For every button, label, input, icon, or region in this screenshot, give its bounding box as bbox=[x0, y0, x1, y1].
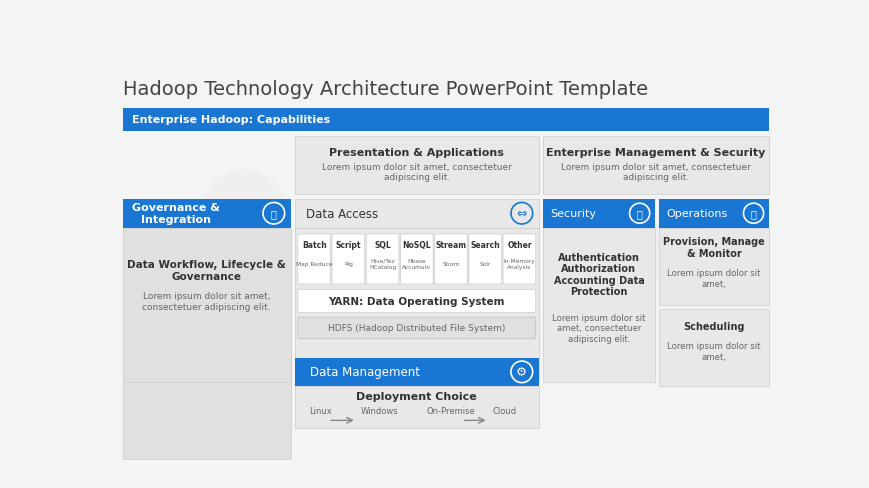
Circle shape bbox=[202, 170, 287, 255]
Text: 🏛: 🏛 bbox=[270, 209, 276, 219]
Text: Lorem ipsum dolor sit
amet,: Lorem ipsum dolor sit amet, bbox=[667, 269, 760, 288]
Text: Other: Other bbox=[507, 241, 531, 250]
Text: Lorem ipsum dolor sit
amet,: Lorem ipsum dolor sit amet, bbox=[667, 342, 760, 361]
FancyBboxPatch shape bbox=[366, 235, 399, 285]
Text: Lorem ipsum dolor sit amet,
consectetuer adipiscing elit.: Lorem ipsum dolor sit amet, consectetuer… bbox=[143, 292, 271, 311]
FancyBboxPatch shape bbox=[434, 235, 467, 285]
Text: YARN: Data Operating System: YARN: Data Operating System bbox=[328, 296, 505, 306]
FancyBboxPatch shape bbox=[297, 235, 330, 285]
Text: Enterprise Hadoop: Capabilities: Enterprise Hadoop: Capabilities bbox=[132, 115, 330, 125]
Text: ⇔: ⇔ bbox=[516, 207, 527, 220]
FancyBboxPatch shape bbox=[332, 235, 364, 285]
Text: Cloud: Cloud bbox=[492, 406, 516, 415]
Text: Linux: Linux bbox=[308, 406, 331, 415]
Text: Presentation & Applications: Presentation & Applications bbox=[329, 147, 504, 157]
Bar bbox=[123, 228, 290, 459]
Bar bbox=[295, 386, 538, 428]
Bar bbox=[658, 228, 768, 305]
Text: Data Access: Data Access bbox=[306, 207, 378, 220]
Bar bbox=[542, 137, 768, 195]
Text: Search: Search bbox=[470, 241, 500, 250]
FancyBboxPatch shape bbox=[297, 290, 535, 313]
Text: Stream: Stream bbox=[435, 241, 466, 250]
Bar bbox=[542, 228, 654, 382]
FancyBboxPatch shape bbox=[468, 235, 501, 285]
Text: Storm: Storm bbox=[441, 261, 460, 266]
Text: Data Workflow, Lifecycle &
Governance: Data Workflow, Lifecycle & Governance bbox=[127, 260, 286, 282]
Bar bbox=[295, 358, 538, 386]
Text: Hbase
Accumulo: Hbase Accumulo bbox=[401, 258, 431, 269]
Text: In-Memory
Analysis: In-Memory Analysis bbox=[503, 258, 534, 269]
Text: 🛡: 🛡 bbox=[636, 209, 642, 219]
Text: Windows: Windows bbox=[361, 406, 398, 415]
Text: Pig: Pig bbox=[343, 261, 353, 266]
Bar bbox=[295, 137, 538, 195]
Text: HDFS (Hadoop Distributed File System): HDFS (Hadoop Distributed File System) bbox=[328, 324, 505, 333]
Bar bbox=[295, 199, 538, 228]
Text: Solr: Solr bbox=[479, 261, 490, 266]
Text: Scheduling: Scheduling bbox=[682, 321, 744, 331]
Text: Security: Security bbox=[550, 209, 596, 219]
Text: Provision, Manage
& Monitor: Provision, Manage & Monitor bbox=[662, 237, 764, 258]
FancyBboxPatch shape bbox=[502, 235, 535, 285]
Text: Enterprise Management & Security: Enterprise Management & Security bbox=[546, 147, 765, 157]
Text: Map Reduce: Map Reduce bbox=[295, 261, 332, 266]
FancyBboxPatch shape bbox=[400, 235, 433, 285]
Text: Script: Script bbox=[335, 241, 361, 250]
Circle shape bbox=[639, 216, 708, 285]
Text: Deployment Choice: Deployment Choice bbox=[356, 392, 476, 402]
Text: NoSQL: NoSQL bbox=[402, 241, 431, 250]
Text: Data Management: Data Management bbox=[310, 366, 420, 379]
Bar bbox=[295, 228, 538, 382]
Bar bbox=[123, 108, 768, 132]
Bar bbox=[658, 309, 768, 386]
Text: Lorem ipsum dolor sit amet, consectetuer
adipiscing elit.: Lorem ipsum dolor sit amet, consectetuer… bbox=[561, 163, 750, 182]
Text: ⚙: ⚙ bbox=[515, 366, 527, 379]
Bar bbox=[123, 199, 290, 228]
Text: Lorem ipsum dolor sit
amet, consectetuer
adipiscing elit.: Lorem ipsum dolor sit amet, consectetuer… bbox=[552, 313, 645, 343]
Text: Batch: Batch bbox=[302, 241, 326, 250]
Text: Hadoop Technology Architecture PowerPoint Template: Hadoop Technology Architecture PowerPoin… bbox=[123, 80, 647, 99]
Text: SQL: SQL bbox=[374, 241, 390, 250]
Text: Hive/Tez
HCatalog: Hive/Tez HCatalog bbox=[368, 258, 395, 269]
Text: Governance &
Integration: Governance & Integration bbox=[132, 203, 220, 224]
Text: Lorem ipsum dolor sit amet, consectetuer
adipiscing elit.: Lorem ipsum dolor sit amet, consectetuer… bbox=[322, 163, 511, 182]
Bar bbox=[123, 228, 290, 382]
Text: On-Premise: On-Premise bbox=[426, 406, 474, 415]
Text: Operations: Operations bbox=[666, 209, 727, 219]
Bar bbox=[658, 199, 768, 228]
Bar bbox=[542, 199, 654, 228]
FancyBboxPatch shape bbox=[297, 318, 535, 339]
Text: 🔧: 🔧 bbox=[750, 209, 756, 219]
Text: Authentication
Authorization
Accounting Data
Protection: Authentication Authorization Accounting … bbox=[553, 252, 644, 297]
